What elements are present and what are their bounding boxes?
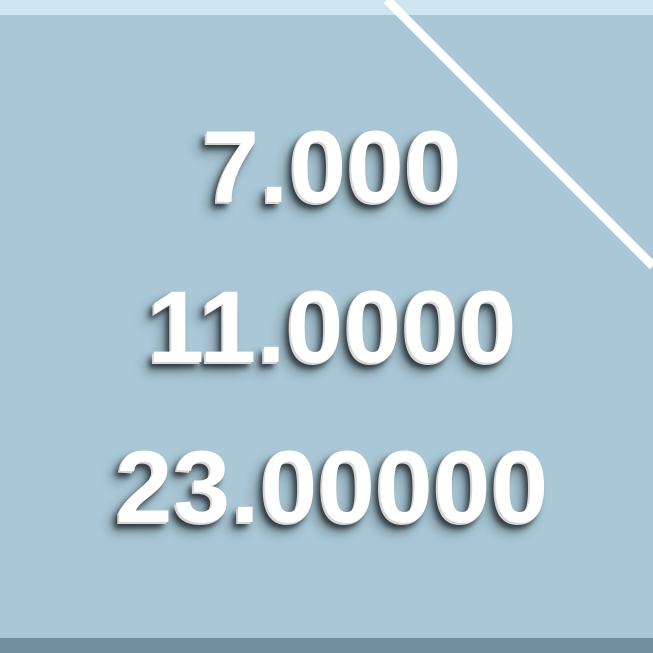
number-line-3: 23.00000 — [115, 430, 550, 544]
number-line-2: 11.0000 — [147, 270, 518, 384]
number-line-1: 7.000 — [202, 110, 463, 224]
bottom-band — [0, 638, 653, 653]
